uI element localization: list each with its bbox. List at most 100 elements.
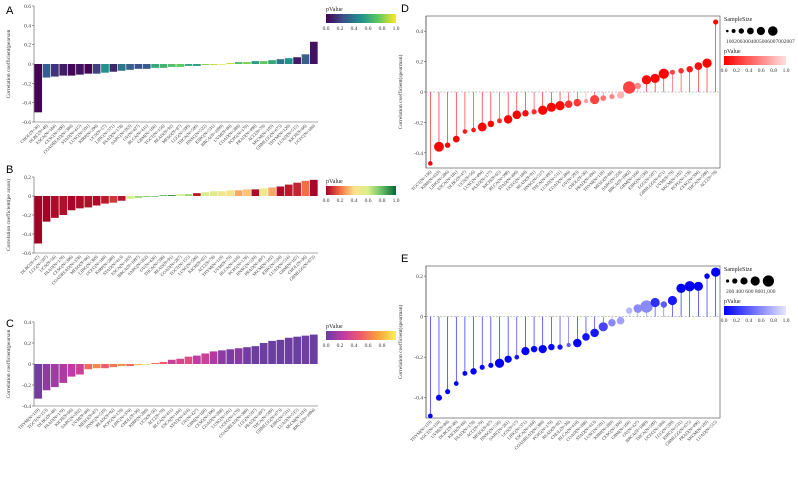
point bbox=[616, 316, 625, 325]
bar bbox=[209, 64, 218, 65]
point bbox=[557, 344, 563, 350]
bar bbox=[184, 64, 193, 66]
legend-tick-label: 0.8 bbox=[379, 26, 386, 32]
point bbox=[694, 62, 703, 71]
legend-size-dot bbox=[747, 27, 754, 35]
bar bbox=[268, 187, 276, 196]
bar bbox=[251, 346, 260, 364]
y-tick-label: 0.2 bbox=[24, 175, 31, 181]
point bbox=[462, 129, 468, 134]
point bbox=[435, 394, 443, 401]
bar bbox=[101, 196, 109, 204]
bar bbox=[284, 184, 293, 196]
point bbox=[555, 101, 565, 111]
y-tick-label: -0.2 bbox=[414, 120, 423, 126]
legend-tick-label: 0.2 bbox=[733, 318, 740, 324]
y-tick-label: -0.6 bbox=[22, 251, 31, 257]
y-tick-label: 0.4 bbox=[24, 23, 31, 29]
y-tick-label: 0.4 bbox=[416, 29, 423, 35]
bar bbox=[176, 64, 185, 67]
bar bbox=[126, 364, 134, 367]
legend-size-dot bbox=[768, 26, 778, 36]
plot-frame bbox=[425, 265, 721, 419]
y-axis-title: Correlation coefficient(spearman) bbox=[397, 55, 404, 130]
bar bbox=[167, 64, 176, 67]
legend-title: pValue bbox=[326, 324, 343, 330]
bar bbox=[251, 61, 260, 64]
bar bbox=[218, 64, 226, 65]
point bbox=[470, 368, 477, 375]
point bbox=[548, 343, 555, 351]
point bbox=[538, 105, 548, 115]
point bbox=[626, 307, 633, 314]
legend-tick-label: 0.0 bbox=[323, 343, 330, 349]
panel-c-bar-chart: -0.4 -0.2 0 0.2 0.4 Correlation coefficient(p… bbox=[5, 320, 396, 439]
y-tick-label: 0 bbox=[420, 90, 423, 96]
legend-colorbar bbox=[724, 56, 786, 65]
bar bbox=[117, 364, 126, 367]
point bbox=[640, 300, 653, 313]
bar bbox=[243, 347, 251, 364]
point bbox=[445, 389, 451, 395]
bar bbox=[59, 196, 68, 215]
point bbox=[623, 81, 636, 94]
legend-color-title: pValue bbox=[724, 49, 741, 55]
point bbox=[678, 67, 684, 74]
legend-tick-label: 0.0 bbox=[323, 26, 330, 32]
legend-tick-label: 0.0 bbox=[323, 198, 330, 204]
bar bbox=[159, 195, 168, 196]
bar bbox=[67, 64, 76, 76]
point bbox=[538, 344, 547, 354]
bar bbox=[218, 350, 226, 364]
bar bbox=[84, 64, 93, 74]
panel-letter-c: C bbox=[6, 318, 14, 330]
legend-tick-label: 0.2 bbox=[337, 343, 344, 349]
bar bbox=[126, 64, 134, 70]
point bbox=[702, 58, 712, 68]
point bbox=[693, 281, 703, 291]
bar bbox=[309, 41, 318, 64]
bar bbox=[293, 57, 301, 64]
bar bbox=[243, 189, 251, 196]
point bbox=[477, 122, 487, 132]
bar bbox=[59, 64, 68, 76]
legend-size-dot bbox=[732, 278, 738, 284]
bar bbox=[193, 64, 201, 66]
bar bbox=[109, 196, 118, 203]
point bbox=[530, 345, 538, 353]
point bbox=[427, 413, 433, 419]
bar bbox=[209, 191, 218, 196]
legend-color-title: pValue bbox=[724, 299, 741, 305]
legend-tick-label: 0.6 bbox=[365, 198, 372, 204]
point bbox=[711, 267, 721, 277]
point bbox=[667, 295, 678, 306]
legend-size-dot bbox=[762, 275, 775, 287]
point bbox=[494, 358, 505, 368]
bar bbox=[142, 196, 151, 197]
bar bbox=[76, 364, 84, 375]
legend-tick-label: 0.2 bbox=[337, 26, 344, 32]
point bbox=[676, 283, 686, 293]
panel-a-bar-chart: -0.6 -0.4 -0.2 0 0.2 0.4 0.6 Correlation coeffi… bbox=[5, 4, 400, 155]
bar bbox=[251, 189, 260, 196]
point bbox=[514, 354, 520, 360]
y-tick-label: 0.4 bbox=[24, 320, 31, 326]
point bbox=[582, 333, 590, 341]
point bbox=[503, 115, 513, 124]
point bbox=[522, 110, 529, 117]
bar bbox=[34, 364, 43, 399]
y-tick-label: 0.2 bbox=[416, 60, 423, 66]
y-tick-label: -0.2 bbox=[414, 355, 423, 361]
y-tick-label: 0.2 bbox=[416, 274, 423, 280]
bar bbox=[51, 196, 59, 218]
y-tick-label: 0 bbox=[420, 315, 423, 321]
point bbox=[564, 100, 573, 108]
point bbox=[590, 95, 600, 105]
bar bbox=[42, 364, 51, 391]
bar bbox=[167, 195, 176, 196]
bar bbox=[67, 196, 76, 211]
point bbox=[573, 338, 582, 348]
bar bbox=[293, 182, 301, 196]
point bbox=[546, 102, 556, 112]
legend-colorbar bbox=[326, 14, 396, 23]
